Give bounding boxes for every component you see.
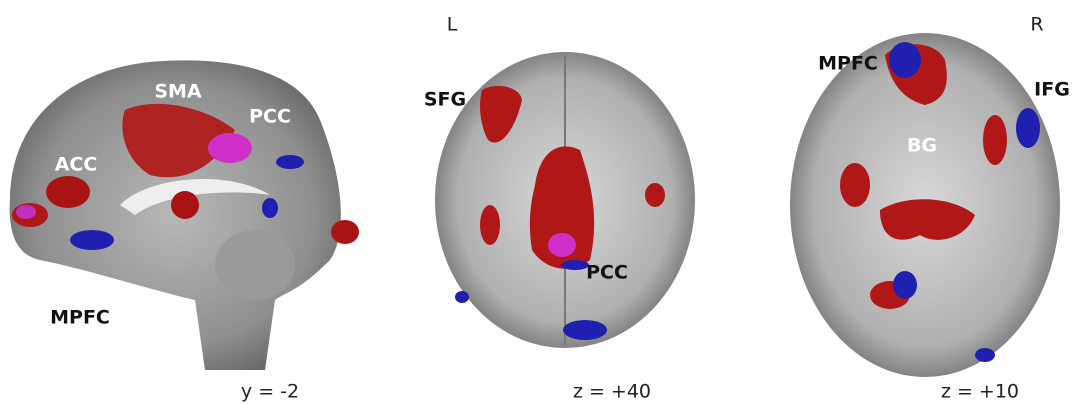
deactivation: [561, 260, 589, 270]
orientation-label: L: [447, 14, 458, 36]
deactivation: [889, 42, 921, 78]
axial-slice-10: [790, 33, 1060, 377]
region-label: ACC: [55, 154, 98, 176]
deactivation: [276, 155, 304, 169]
slice-caption: z = +10: [941, 381, 1019, 403]
activation-overlap: [208, 133, 252, 163]
slice-caption: y = -2: [241, 381, 299, 403]
slice-caption: z = +40: [573, 381, 651, 403]
deactivation: [455, 291, 469, 303]
orientation-label: R: [1030, 14, 1043, 36]
activation: [645, 183, 665, 207]
region-label: BG: [907, 135, 937, 157]
deactivation: [975, 348, 995, 362]
activation: [171, 191, 199, 219]
figure: SMA PCC ACC MPFC y = -2 L SFG PCC z = +4…: [0, 0, 1076, 404]
deactivation: [1016, 108, 1040, 148]
region-label: IFG: [1034, 79, 1070, 101]
activation: [46, 176, 90, 208]
deactivation: [262, 198, 278, 218]
deactivation: [70, 230, 114, 250]
cerebellum: [215, 230, 295, 300]
activation: [983, 115, 1007, 165]
activation-overlap: [548, 233, 576, 257]
deactivation: [563, 320, 607, 340]
region-label: SFG: [424, 89, 466, 111]
axial-slice-40: [435, 52, 695, 348]
activation: [840, 163, 870, 207]
region-label: SMA: [154, 81, 202, 103]
activation: [331, 220, 359, 244]
activation-overlap: [16, 205, 36, 219]
region-label: PCC: [249, 106, 291, 128]
deactivation: [893, 271, 917, 299]
region-label: MPFC: [818, 53, 878, 75]
activation: [480, 205, 500, 245]
region-label: MPFC: [50, 307, 110, 329]
region-label: PCC: [586, 262, 628, 284]
